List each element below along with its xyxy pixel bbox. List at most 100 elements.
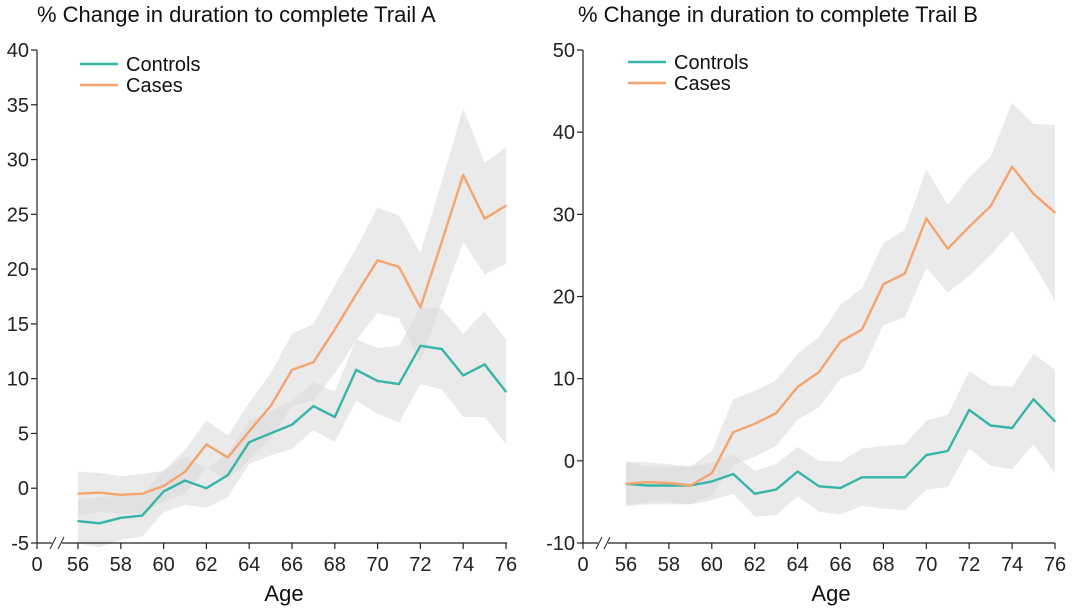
y-tick-label: 15	[7, 314, 29, 336]
data-point-controls-60	[162, 490, 165, 493]
data-point-cases-74	[462, 174, 465, 176]
data-point-controls-74	[1011, 427, 1013, 429]
data-point-cases-65	[818, 371, 820, 373]
legend-label-cases: Cases	[674, 73, 731, 95]
axis-break-mark	[57, 536, 65, 550]
x-tick-label: 76	[1044, 554, 1066, 576]
x-tick-label: 74	[1001, 554, 1023, 576]
data-point-cases-70	[376, 259, 379, 262]
x-tick-label: 74	[452, 554, 474, 576]
data-point-cases-62	[205, 443, 208, 446]
data-point-cases-64	[796, 386, 799, 388]
x-tick-label: 60	[701, 554, 723, 576]
x-tick-label: 56	[615, 554, 637, 576]
data-point-controls-74	[462, 374, 465, 377]
data-point-controls-71	[398, 383, 400, 385]
data-point-cases-76	[1054, 211, 1056, 214]
data-point-controls-66	[839, 487, 842, 489]
data-point-controls-67	[312, 405, 315, 407]
x-tick-label: 62	[195, 554, 217, 576]
x-axis-label: Age	[811, 581, 850, 606]
data-point-controls-68	[882, 476, 885, 479]
axis-break-gap	[598, 538, 608, 548]
data-point-controls-69	[904, 476, 906, 479]
y-tick-label: 50	[553, 40, 575, 62]
data-point-controls-75	[1032, 398, 1035, 401]
x-tick-label: 66	[829, 554, 851, 576]
data-point-controls-68	[334, 416, 336, 418]
data-point-controls-62	[753, 492, 756, 495]
x-tick-label: 76	[495, 554, 517, 576]
data-point-controls-69	[355, 369, 358, 371]
x-tick-label: 64	[238, 554, 260, 576]
x-tick-label: 66	[281, 554, 303, 576]
data-point-cases-65	[269, 405, 272, 407]
y-tick-label: 0	[564, 451, 575, 473]
data-point-controls-59	[141, 514, 143, 517]
data-point-cases-59	[689, 484, 692, 487]
y-tick-label: 40	[7, 40, 29, 62]
data-point-cases-75	[1032, 193, 1035, 195]
data-point-cases-67	[861, 328, 863, 331]
data-point-cases-60	[711, 472, 713, 475]
data-point-cases-74	[1011, 165, 1013, 168]
data-point-controls-58	[120, 517, 122, 519]
x-axis-label: Age	[264, 581, 303, 606]
data-point-controls-72	[419, 345, 422, 347]
chart-panel-1: % Change in duration to complete Trail A…	[7, 2, 517, 606]
chart-panel-2: % Change in duration to complete Trail B…	[546, 2, 1066, 606]
data-point-cases-72	[419, 306, 422, 309]
data-point-controls-58	[668, 484, 670, 487]
confidence-band-controls	[626, 354, 1055, 517]
data-point-cases-73	[441, 240, 443, 243]
data-point-controls-63	[775, 488, 777, 491]
y-tick-label: 10	[7, 369, 29, 391]
x-tick-label: 70	[915, 554, 937, 576]
data-point-cases-73	[989, 205, 992, 207]
x-tick-label: 62	[744, 554, 766, 576]
chart-title: % Change in duration to complete Trail A	[37, 2, 436, 27]
y-tick-label: 20	[7, 259, 29, 281]
data-point-cases-66	[839, 340, 842, 343]
x-tick-label-zero: 0	[31, 554, 42, 576]
data-point-controls-65	[818, 485, 820, 488]
y-tick-label: 25	[7, 204, 29, 226]
data-point-cases-57	[98, 491, 101, 494]
data-point-controls-62	[205, 487, 208, 490]
data-point-controls-64	[248, 441, 250, 444]
x-tick-label: 68	[324, 554, 346, 576]
data-point-controls-76	[1054, 420, 1056, 423]
y-tick-label: 30	[7, 150, 29, 172]
data-point-controls-66	[291, 423, 293, 426]
data-point-cases-62	[753, 423, 756, 425]
y-tick-label: 20	[553, 287, 575, 309]
x-tick-label: 72	[958, 554, 980, 576]
y-tick-label: 40	[553, 122, 575, 144]
data-point-controls-64	[796, 470, 799, 473]
data-point-controls-56	[77, 520, 79, 522]
x-tick-label: 70	[366, 554, 388, 576]
y-tick-label: 35	[7, 95, 29, 117]
data-point-cases-61	[732, 431, 735, 433]
data-point-cases-69	[904, 272, 906, 275]
data-point-cases-60	[162, 485, 165, 487]
data-point-controls-65	[269, 432, 272, 435]
data-point-cases-71	[398, 266, 400, 268]
data-point-controls-73	[441, 348, 443, 350]
data-point-controls-57	[98, 522, 101, 525]
axis-break-mark	[595, 536, 603, 550]
x-tick-label: 56	[67, 554, 89, 576]
data-point-controls-57	[646, 484, 649, 487]
legend-label-controls: Controls	[674, 52, 748, 74]
data-point-cases-58	[668, 482, 670, 484]
data-point-controls-70	[925, 454, 928, 456]
axis-break-mark	[49, 536, 57, 550]
data-point-cases-68	[334, 328, 336, 331]
data-point-cases-64	[248, 430, 250, 433]
data-point-controls-72	[968, 409, 970, 411]
confidence-band-cases	[626, 102, 1055, 506]
data-point-controls-76	[505, 391, 507, 393]
data-point-cases-71	[947, 248, 949, 250]
data-point-cases-56	[625, 483, 627, 485]
